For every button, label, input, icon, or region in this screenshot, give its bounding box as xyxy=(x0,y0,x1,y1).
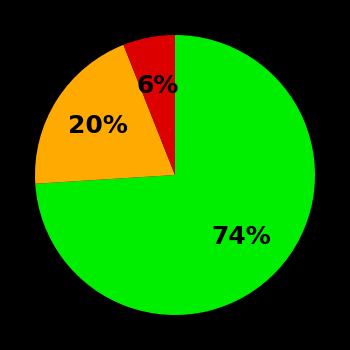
Wedge shape xyxy=(124,35,175,175)
Text: 6%: 6% xyxy=(137,74,179,98)
Wedge shape xyxy=(35,45,175,184)
Wedge shape xyxy=(35,35,315,315)
Text: 74%: 74% xyxy=(211,225,271,249)
Text: 20%: 20% xyxy=(68,114,128,138)
